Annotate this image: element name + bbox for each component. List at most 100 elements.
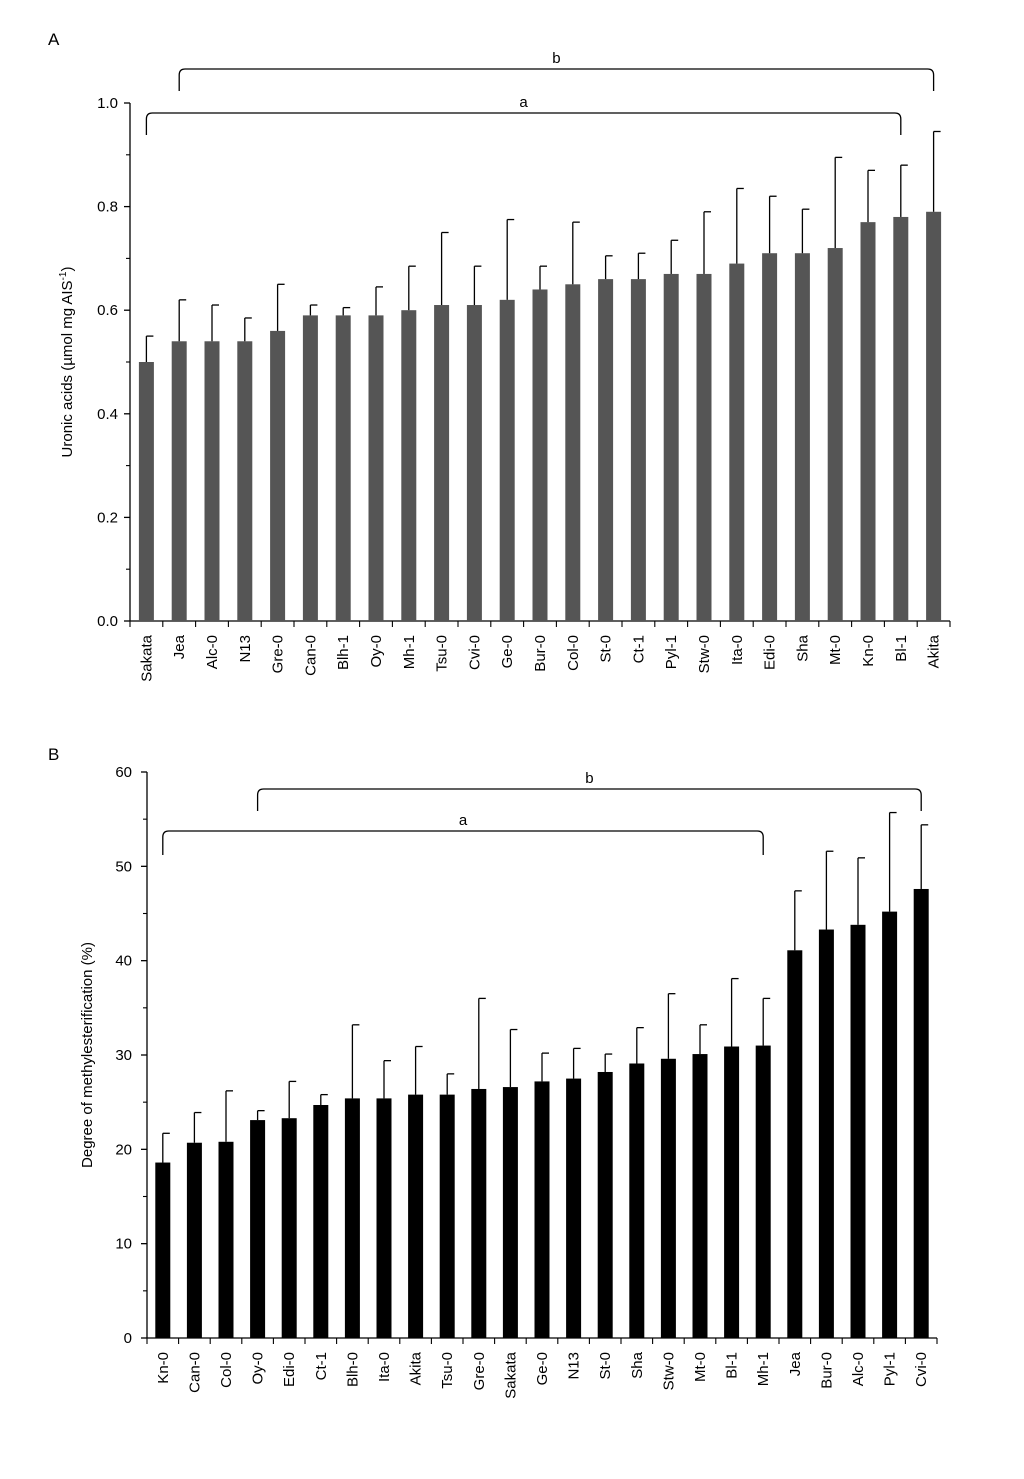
y-tick-label: 10	[115, 1236, 132, 1253]
y-axis-title-text: Uronic acids (µmol mg AIS	[59, 280, 76, 457]
y-axis-title-close: )	[59, 267, 76, 272]
x-category-label: Mt-0	[692, 1352, 709, 1382]
bar	[250, 1120, 266, 1338]
x-category-label: Stw-0	[696, 635, 713, 673]
x-category-label: Bur-0	[532, 635, 549, 672]
bar	[598, 279, 614, 621]
bar	[926, 211, 942, 621]
significance-bracket	[145, 112, 902, 135]
significance-bracket	[256, 788, 922, 811]
x-category-label: Sha	[794, 634, 811, 661]
bar	[597, 1071, 613, 1338]
bar	[499, 299, 515, 621]
x-category-label: Ge-0	[534, 1352, 551, 1385]
bar	[138, 362, 154, 621]
bar	[860, 222, 876, 621]
bar	[534, 1081, 550, 1338]
bar	[401, 310, 417, 621]
x-category-label: Blh-1	[335, 635, 352, 670]
y-tick-label: 0.4	[97, 406, 118, 423]
y-tick-label: 0.0	[97, 613, 118, 630]
x-category-label: Sha	[629, 1351, 646, 1378]
panel-b: B 0 10 20 30 40 50 60 Kn-0 Can-0 Col-0 Oy-0 Edi-0 Ct…	[48, 745, 938, 1399]
y-axis-title-text: Degree of methylesterification (%)	[79, 942, 96, 1168]
significance-bracket-label: a	[519, 94, 528, 111]
y-tick-label: 60	[115, 764, 132, 781]
bar	[502, 1087, 518, 1338]
x-category-label: Oy-0	[368, 635, 385, 668]
y-tick-label: 50	[115, 858, 132, 875]
bar	[696, 273, 712, 621]
bar	[270, 330, 286, 621]
bar	[439, 1094, 455, 1338]
bar	[237, 341, 253, 621]
x-category-label: Jea	[171, 634, 188, 659]
y-axis-title: Uronic acids (µmol mg AIS-1)	[58, 267, 76, 458]
x-category-label: Alc-0	[204, 635, 221, 669]
x-category-label: Bl-1	[893, 635, 910, 662]
x-category-label: Tsu-0	[434, 635, 451, 672]
bar	[794, 253, 810, 621]
x-category-label: Cvi-0	[913, 1352, 930, 1387]
significance-bracket-label: b	[585, 770, 593, 787]
bar	[204, 341, 220, 621]
bar	[762, 253, 778, 621]
y-tick-label: 0.8	[97, 199, 118, 216]
bar	[787, 950, 803, 1338]
significance-bracket	[178, 68, 935, 91]
bar	[729, 263, 745, 621]
bar	[218, 1141, 234, 1338]
x-category-label: Bl-1	[724, 1352, 741, 1379]
bar	[630, 279, 646, 621]
x-category-label: Cvi-0	[466, 635, 483, 670]
x-category-label: Ct-1	[313, 1352, 330, 1380]
bar	[629, 1063, 645, 1338]
x-category-label: Sakata	[138, 634, 155, 681]
y-tick-label: 1.0	[97, 95, 118, 112]
x-category-label: Bur-0	[818, 1352, 835, 1389]
x-category-label: Kn-0	[860, 635, 877, 667]
bar	[344, 1098, 360, 1338]
bar	[532, 289, 548, 621]
bar	[818, 929, 834, 1338]
bar	[882, 911, 898, 1338]
x-category-label: Blh-0	[344, 1352, 361, 1387]
y-tick-label: 30	[115, 1047, 132, 1064]
x-category-label: Sakata	[502, 1351, 519, 1398]
bar	[171, 341, 187, 621]
bar	[724, 1046, 740, 1338]
x-category-label: Mh-1	[401, 635, 418, 669]
bar	[663, 273, 679, 621]
bar	[827, 248, 843, 622]
y-tick-label: 0	[124, 1330, 132, 1347]
panel-b-label: B	[48, 745, 59, 764]
x-category-label: Mh-1	[755, 1352, 772, 1386]
x-category-label: Tsu-0	[439, 1352, 456, 1389]
x-category-label: Gre-0	[471, 1352, 488, 1390]
y-tick-label: 0.2	[97, 509, 118, 526]
panel-a: A 0.0 0.2 0.4 0.6 0.8 1.0 Sakata Jea Alc-0 N13 Gre…	[48, 30, 951, 682]
x-category-label: Akita	[408, 1351, 425, 1385]
bar	[335, 315, 351, 621]
x-category-label: Kn-0	[155, 1352, 172, 1384]
y-axis-title: Degree of methylesterification (%)	[79, 942, 96, 1168]
bar	[466, 305, 482, 621]
y-tick-label: 20	[115, 1141, 132, 1158]
bar	[565, 284, 581, 621]
significance-bracket-label: a	[459, 812, 468, 829]
significance-bracket	[162, 830, 764, 855]
bar	[368, 315, 384, 621]
x-category-label: N13	[566, 1352, 583, 1380]
bar	[692, 1054, 708, 1338]
bar	[850, 924, 866, 1338]
x-category-label: Can-0	[186, 1352, 203, 1393]
bar	[566, 1078, 582, 1338]
x-category-label: Can-0	[302, 635, 319, 676]
bar	[376, 1098, 392, 1338]
x-category-label: Gre-0	[270, 635, 287, 673]
x-category-label: N13	[237, 635, 254, 663]
x-category-label: Alc-0	[850, 1352, 867, 1386]
y-tick-label: 0.6	[97, 302, 118, 319]
bar	[755, 1045, 771, 1338]
bar	[155, 1162, 171, 1338]
